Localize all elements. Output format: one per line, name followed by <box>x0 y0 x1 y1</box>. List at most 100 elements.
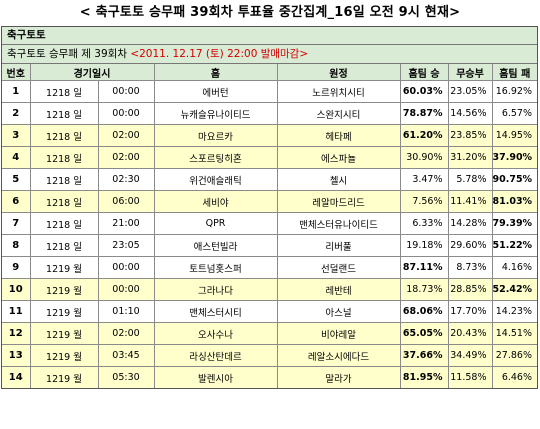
home-loss-rate: 6.46% <box>491 366 537 388</box>
draw-rate: 8.73% <box>447 256 493 279</box>
match-time: 00:00 <box>97 102 155 125</box>
match-time: 02:00 <box>97 124 155 147</box>
header-home-win: 홈팀 승 <box>399 64 449 81</box>
draw-rate: 5.78% <box>447 168 493 191</box>
draw-rate: 11.58% <box>447 366 493 388</box>
home-team: 마요르카 <box>153 124 278 147</box>
match-time: 02:30 <box>97 168 155 191</box>
table-row: 6 1218 일 06:00 세비야 레알마드리드 7.56% 11.41% 81.03% <box>2 190 537 213</box>
home-loss-rate: 81.03% <box>491 190 537 213</box>
home-win-rate: 68.06% <box>399 300 449 323</box>
match-time: 01:10 <box>97 300 155 323</box>
home-win-rate: 3.47% <box>399 168 449 191</box>
table-row: 8 1218 일 23:05 애스턴빌라 리버풀 19.18% 29.60% 51.22% <box>2 234 537 257</box>
header-no: 번호 <box>2 64 31 81</box>
match-number: 2 <box>2 102 31 125</box>
deadline-text: <2011. 12.17 (토) 22:00 발매마감> <box>130 48 309 60</box>
table-row: 4 1218 일 02:00 스포르팅히혼 에스파뇰 30.90% 31.20% 37.90% <box>2 146 537 169</box>
home-team: QPR <box>153 212 278 235</box>
results-panel: 축구토토 축구토토 승무패 제 39회차 <2011. 12.17 (토) 22… <box>1 26 538 389</box>
home-team: 오사수나 <box>153 322 278 345</box>
match-date: 1218 일 <box>29 124 99 147</box>
home-win-rate: 30.90% <box>399 146 449 169</box>
table-row: 5 1218 일 02:30 위건애슬래틱 첼시 3.47% 5.78% 90.75% <box>2 168 537 191</box>
home-win-rate: 61.20% <box>399 124 449 147</box>
home-win-rate: 65.05% <box>399 322 449 345</box>
home-team: 발렌시아 <box>153 366 278 388</box>
away-team: 노르위치시티 <box>276 80 401 103</box>
home-win-rate: 81.95% <box>399 366 449 388</box>
away-team: 레알마드리드 <box>276 190 401 213</box>
match-time: 02:00 <box>97 146 155 169</box>
draw-rate: 14.28% <box>447 212 493 235</box>
header-datetime: 경기일시 <box>29 64 155 81</box>
match-date: 1218 일 <box>29 102 99 125</box>
home-loss-rate: 37.90% <box>491 146 537 169</box>
home-team: 스포르팅히혼 <box>153 146 278 169</box>
match-time: 00:00 <box>97 80 155 103</box>
round-label: 축구토토 승무패 제 39회차 <box>7 48 127 60</box>
home-loss-rate: 79.39% <box>491 212 537 235</box>
away-team: 비야레알 <box>276 322 401 345</box>
match-date: 1219 월 <box>29 256 99 279</box>
home-loss-rate: 14.51% <box>491 322 537 345</box>
home-win-rate: 6.33% <box>399 212 449 235</box>
away-team: 리버풀 <box>276 234 401 257</box>
match-date: 1218 일 <box>29 80 99 103</box>
draw-rate: 20.43% <box>447 322 493 345</box>
match-date: 1218 일 <box>29 146 99 169</box>
home-loss-rate: 6.57% <box>491 102 537 125</box>
table-row: 1 1218 일 00:00 에버턴 노르위치시티 60.03% 23.05% 16.92% <box>2 80 537 103</box>
match-time: 02:00 <box>97 322 155 345</box>
home-team: 맨체스터시티 <box>153 300 278 323</box>
match-time: 21:00 <box>97 212 155 235</box>
draw-rate: 23.05% <box>447 80 493 103</box>
home-loss-rate: 52.42% <box>491 278 537 301</box>
home-loss-rate: 27.86% <box>491 344 537 367</box>
match-number: 11 <box>2 300 31 323</box>
home-team: 애스턴빌라 <box>153 234 278 257</box>
home-win-rate: 60.03% <box>399 80 449 103</box>
match-number: 12 <box>2 322 31 345</box>
home-win-rate: 19.18% <box>399 234 449 257</box>
home-win-rate: 18.73% <box>399 278 449 301</box>
match-time: 03:45 <box>97 344 155 367</box>
match-time: 05:30 <box>97 366 155 388</box>
home-team: 라싱산탄데르 <box>153 344 278 367</box>
home-team: 위건애슬래틱 <box>153 168 278 191</box>
match-number: 14 <box>2 366 31 388</box>
away-team: 스완지시티 <box>276 102 401 125</box>
match-number: 3 <box>2 124 31 147</box>
round-info: 축구토토 승무패 제 39회차 <2011. 12.17 (토) 22:00 발… <box>2 45 537 64</box>
table-row: 13 1219 월 03:45 라싱산탄데르 레알소시에다드 37.66% 34.49% 27… <box>2 344 537 367</box>
away-team: 말라가 <box>276 366 401 388</box>
draw-rate: 29.60% <box>447 234 493 257</box>
match-time: 06:00 <box>97 190 155 213</box>
away-team: 아스널 <box>276 300 401 323</box>
draw-rate: 28.85% <box>447 278 493 301</box>
away-team: 맨체스터유나이티드 <box>276 212 401 235</box>
header-away: 원정 <box>276 64 401 81</box>
home-loss-rate: 14.95% <box>491 124 537 147</box>
table-row: 9 1219 월 00:00 토트넘홋스퍼 선덜랜드 87.11% 8.73% 4.16% <box>2 256 537 279</box>
away-team: 선덜랜드 <box>276 256 401 279</box>
away-team: 에스파뇰 <box>276 146 401 169</box>
match-number: 1 <box>2 80 31 103</box>
draw-rate: 31.20% <box>447 146 493 169</box>
section-label: 축구토토 <box>2 27 537 45</box>
home-loss-rate: 4.16% <box>491 256 537 279</box>
match-number: 9 <box>2 256 31 279</box>
table-row: 3 1218 일 02:00 마요르카 헤타페 61.20% 23.85% 14.95% <box>2 124 537 147</box>
away-team: 헤타페 <box>276 124 401 147</box>
table-row: 10 1219 월 00:00 그라나다 레반테 18.73% 28.85% 52.42% <box>2 278 537 301</box>
home-team: 그라나다 <box>153 278 278 301</box>
home-loss-rate: 90.75% <box>491 168 537 191</box>
home-win-rate: 7.56% <box>399 190 449 213</box>
match-date: 1219 월 <box>29 300 99 323</box>
table-row: 12 1219 월 02:00 오사수나 비야레알 65.05% 20.43% 14.51% <box>2 322 537 345</box>
home-team: 에버턴 <box>153 80 278 103</box>
header-home: 홈 <box>153 64 278 81</box>
match-time: 00:00 <box>97 256 155 279</box>
table-row: 7 1218 일 21:00 QPR 맨체스터유나이티드 6.33% 14.28% 79.39… <box>2 212 537 235</box>
match-number: 10 <box>2 278 31 301</box>
